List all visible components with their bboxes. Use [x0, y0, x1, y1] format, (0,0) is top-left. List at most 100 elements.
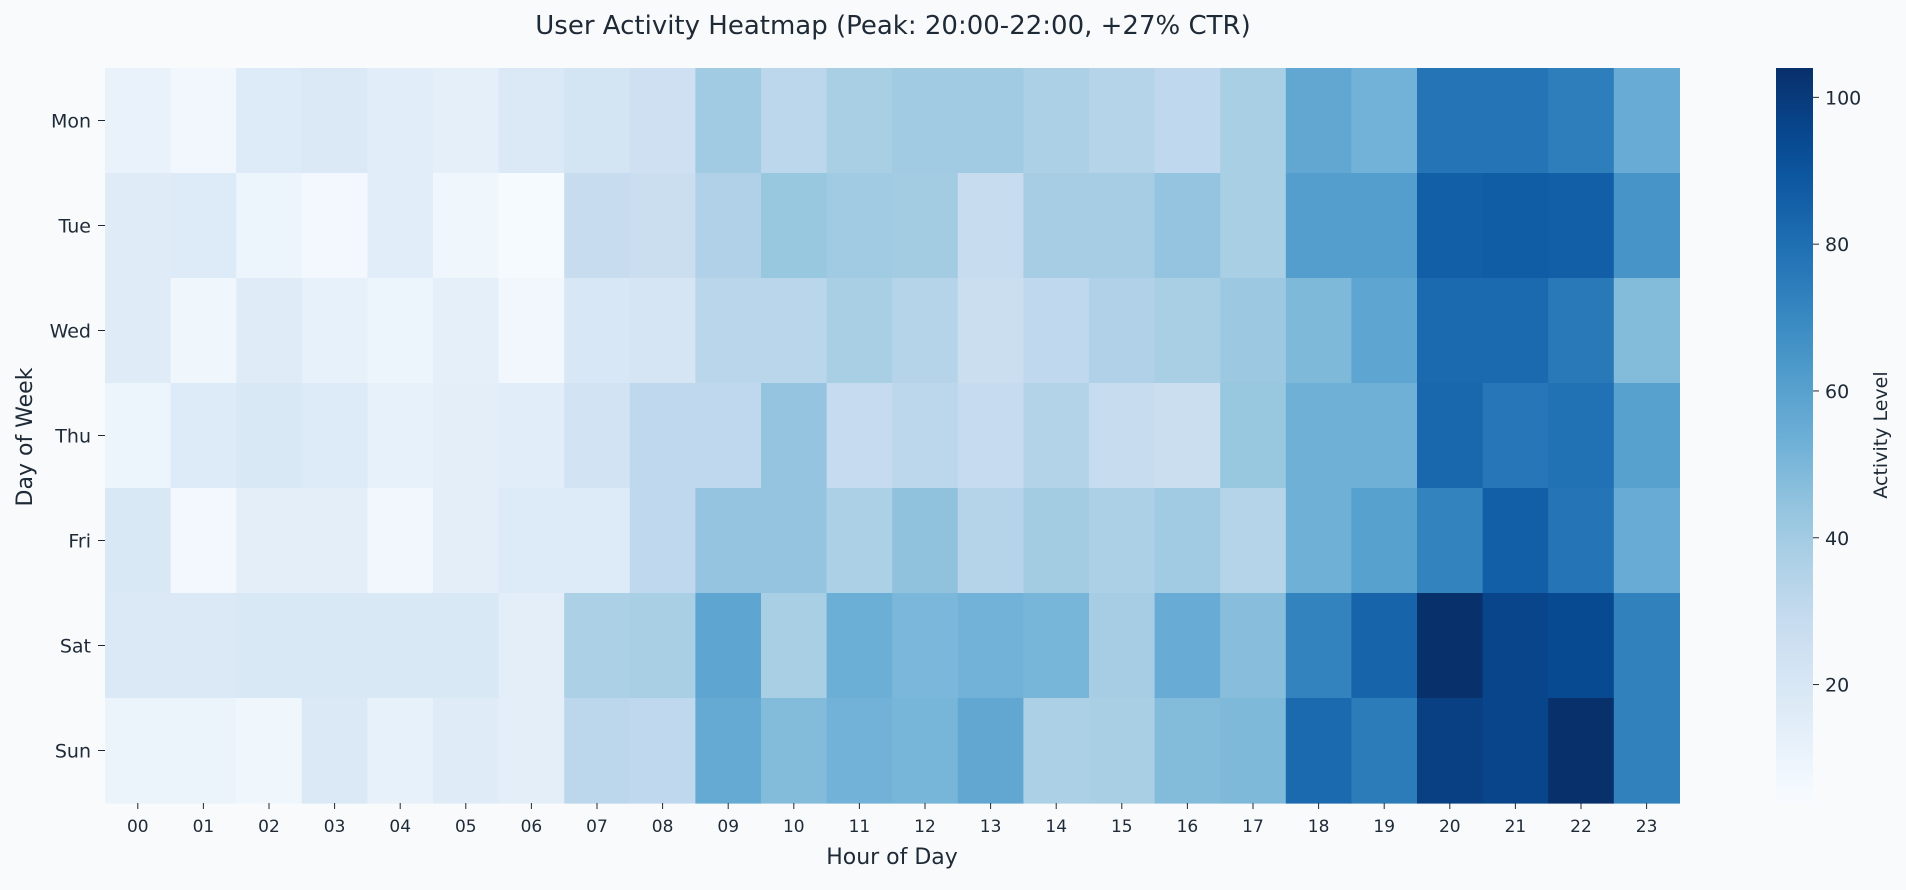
heatmap-cell-tue-04 [367, 173, 434, 279]
x-tick-label: 06 [521, 817, 543, 837]
heatmap-cell-sun-00 [105, 698, 172, 804]
heatmap-cell-thu-13 [957, 383, 1024, 489]
heatmap-cell-wed-18 [1285, 278, 1352, 384]
heatmap-cell-mon-09 [695, 68, 762, 174]
heatmap-cell-mon-18 [1285, 68, 1352, 174]
heatmap-cell-sat-06 [498, 593, 565, 699]
heatmap-cell-thu-08 [629, 383, 696, 489]
colorbar-ticks: 20 40 60 80 100 [1813, 87, 1861, 697]
x-tick-label: 17 [1242, 817, 1264, 837]
colorbar-tick-label: 20 [1825, 675, 1849, 697]
heatmap-cell-wed-14 [1023, 278, 1090, 384]
heatmap-cell-mon-08 [629, 68, 696, 174]
heatmap-cell-tue-20 [1417, 173, 1484, 279]
heatmap-cell-sat-08 [629, 593, 696, 699]
heatmap-cell-sun-15 [1089, 698, 1156, 804]
heatmap-cell-mon-13 [957, 68, 1024, 174]
x-tick-label: 15 [1111, 817, 1133, 837]
x-tick-label: 16 [1177, 817, 1199, 837]
heatmap-cell-fri-18 [1285, 488, 1352, 594]
x-tick-label: 04 [389, 817, 411, 837]
heatmap-cell-mon-07 [564, 68, 631, 174]
heatmap-cell-fri-04 [367, 488, 434, 594]
heatmap-cell-thu-02 [236, 383, 303, 489]
heatmap-cell-wed-21 [1482, 278, 1549, 384]
heatmap-cell-mon-20 [1417, 68, 1484, 174]
heatmap-cell-sat-03 [301, 593, 368, 699]
heatmap-cell-tue-16 [1154, 173, 1221, 279]
heatmap-cell-tue-11 [826, 173, 893, 279]
heatmap-cell-sun-17 [1220, 698, 1287, 804]
heatmap-cell-sun-21 [1482, 698, 1549, 804]
heatmap-cell-wed-06 [498, 278, 565, 384]
heatmap-cell-sat-12 [892, 593, 959, 699]
heatmap-cell-mon-16 [1154, 68, 1221, 174]
heatmap-cell-sat-00 [105, 593, 172, 699]
heatmap-cell-tue-05 [433, 173, 500, 279]
heatmap-cell-sun-08 [629, 698, 696, 804]
heatmap-cell-fri-07 [564, 488, 631, 594]
y-tick-label: Fri [68, 531, 91, 553]
chart-title: User Activity Heatmap (Peak: 20:00-22:00… [535, 11, 1250, 41]
heatmap-cell-tue-00 [105, 173, 172, 279]
colorbar-tick-label: 60 [1825, 381, 1849, 403]
heatmap-cell-sun-05 [433, 698, 500, 804]
heatmap-cell-fri-03 [301, 488, 368, 594]
heatmap-cell-sat-16 [1154, 593, 1221, 699]
heatmap-cell-thu-07 [564, 383, 631, 489]
heatmap-cell-sun-01 [170, 698, 237, 804]
heatmap-cell-sat-01 [170, 593, 237, 699]
heatmap-cell-thu-23 [1613, 383, 1680, 489]
heatmap-cell-wed-04 [367, 278, 434, 384]
heatmap-cell-mon-23 [1613, 68, 1680, 174]
heatmap-cell-sun-18 [1285, 698, 1352, 804]
heatmap-cell-sun-16 [1154, 698, 1221, 804]
x-tick-label: 01 [193, 817, 215, 837]
heatmap-cell-fri-09 [695, 488, 762, 594]
x-axis-label: Hour of Day [826, 845, 958, 870]
heatmap-cell-tue-23 [1613, 173, 1680, 279]
heatmap-cell-mon-01 [170, 68, 237, 174]
heatmap-cell-wed-15 [1089, 278, 1156, 384]
heatmap-cell-sun-14 [1023, 698, 1090, 804]
heatmap-cell-mon-06 [498, 68, 565, 174]
colorbar-tick-label: 40 [1825, 528, 1849, 550]
heatmap-cell-tue-10 [761, 173, 828, 279]
x-tick-label: 09 [717, 817, 739, 837]
heatmap-cell-mon-05 [433, 68, 500, 174]
y-tick-label: Sun [55, 741, 91, 763]
y-axis-label: Day of Week [13, 367, 38, 506]
heatmap-cell-wed-09 [695, 278, 762, 384]
heatmap-cell-tue-17 [1220, 173, 1287, 279]
heatmap-cell-thu-01 [170, 383, 237, 489]
heatmap-cell-sun-07 [564, 698, 631, 804]
heatmap-cell-fri-17 [1220, 488, 1287, 594]
heatmap-cell-tue-02 [236, 173, 303, 279]
heatmap-cell-thu-10 [761, 383, 828, 489]
heatmap-cell-sat-19 [1351, 593, 1418, 699]
heatmap-cell-sun-11 [826, 698, 893, 804]
x-tick-label: 12 [914, 817, 936, 837]
heatmap-cell-wed-05 [433, 278, 500, 384]
heatmap-cell-fri-19 [1351, 488, 1418, 594]
heatmap-cell-mon-04 [367, 68, 434, 174]
x-axis-ticks: 00 01 02 03 04 05 06 07 08 09 10 11 12 13 14 15 16 17 18 19… [127, 803, 1657, 837]
colorbar-gradient [1776, 68, 1813, 802]
heatmap-cell-wed-17 [1220, 278, 1287, 384]
heatmap-cell-sat-10 [761, 593, 828, 699]
heatmap-cell-mon-21 [1482, 68, 1549, 174]
heatmap-cell-wed-10 [761, 278, 828, 384]
heatmap-cell-fri-06 [498, 488, 565, 594]
y-tick-label: Tue [58, 216, 91, 238]
colorbar: 20 40 60 80 100 Activity Level [1776, 68, 1892, 802]
heatmap-cell-tue-03 [301, 173, 368, 279]
heatmap-cell-mon-00 [105, 68, 172, 174]
heatmap-cell-sat-11 [826, 593, 893, 699]
heatmap-cell-wed-08 [629, 278, 696, 384]
x-tick-label: 00 [127, 817, 149, 837]
heatmap-cell-thu-06 [498, 383, 565, 489]
heatmap-cell-thu-20 [1417, 383, 1484, 489]
x-tick-label: 10 [783, 817, 805, 837]
